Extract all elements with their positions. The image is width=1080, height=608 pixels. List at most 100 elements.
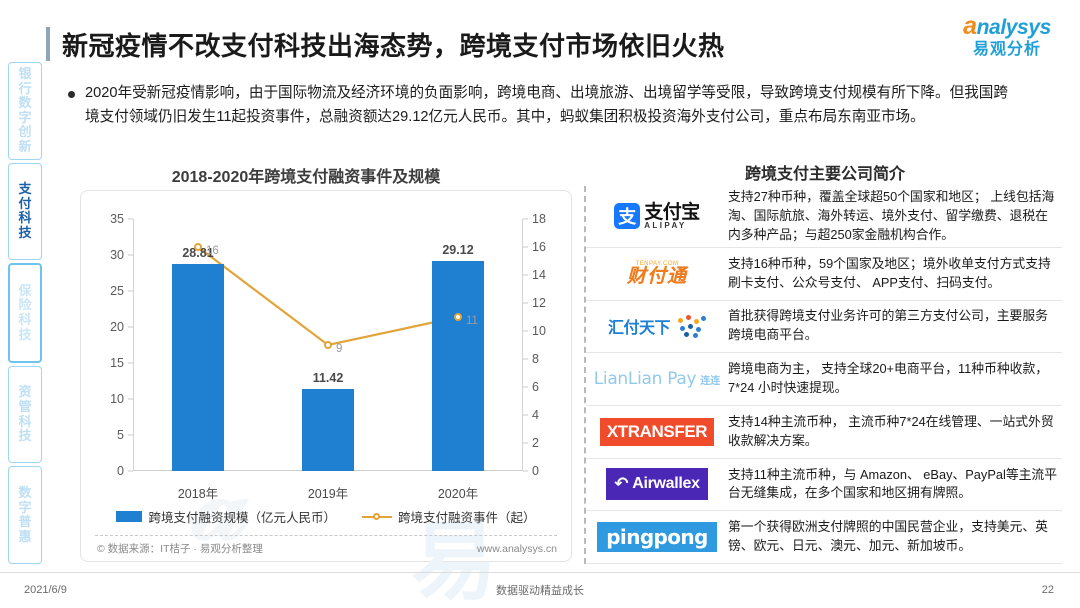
sidebar-item-char: 数	[18, 485, 32, 501]
chart-legend: 跨境支付融资规模（亿元人民币） 跨境支付融资事件（起）	[81, 507, 571, 526]
left-axis-line	[133, 219, 134, 471]
y2-axis-tick-mark	[523, 386, 528, 388]
sidebar-item-char: 保	[18, 282, 32, 298]
x-axis-tick-label: 2020年	[437, 487, 479, 501]
source-website: www.analysys.cn	[477, 542, 557, 555]
sidebar-item-char: 普	[18, 514, 32, 530]
y-axis-tick-mark	[128, 326, 133, 328]
table-title: 跨境支付主要公司简介	[744, 166, 905, 183]
y2-axis-tick-mark	[523, 302, 528, 304]
footer-divider	[0, 572, 1080, 573]
company-table: 支 支付宝 ALIPAY 支持27种币种，覆盖全球超50个国家和地区； 上线包括海…	[584, 186, 1062, 565]
sidebar-item-char: 支	[18, 181, 32, 197]
company-logo-cell: pingpong	[592, 513, 722, 561]
y2-axis-tick-label: 4	[532, 408, 539, 422]
sidebar-item-asset-management-tech[interactable]: 资管科技	[8, 365, 42, 464]
sidebar-item-payment-tech[interactable]: 支付科技	[8, 162, 42, 261]
legend-swatch-line	[362, 512, 392, 522]
source-divider	[95, 535, 557, 536]
y-axis-tick-mark	[128, 218, 133, 220]
sidebar-item-digital-inclusive-finance[interactable]: 数字普惠	[8, 466, 42, 564]
logo-wordmark: analysys	[948, 14, 1066, 39]
logo-chinese-name: 易观分析	[972, 41, 1041, 58]
y2-axis-tick-label: 18	[532, 212, 546, 226]
page-title: 新冠疫情不改支付科技出海态势，跨境支付市场依旧火热	[46, 22, 926, 66]
table-row: TENPAY.COM 财付通 支持16种币种，59个国家及地区；境外收单支付方式支…	[586, 248, 1062, 301]
sidebar-item-char: 付	[18, 195, 32, 211]
company-logo-cell: TENPAY.COM 财付通	[592, 250, 722, 298]
y2-axis-tick-mark	[523, 470, 528, 472]
y-axis-tick-mark	[128, 470, 133, 472]
y-axis-tick-mark	[128, 398, 133, 400]
sidebar-item-insurance-tech[interactable]: 保险科技	[8, 263, 42, 363]
legend-label-bar: 跨境支付融资规模（亿元人民币）	[148, 511, 336, 525]
y2-axis-tick-label: 14	[532, 268, 546, 282]
alipay-mark: 支	[614, 203, 641, 230]
airwallex-name-en: Airwallex	[632, 475, 700, 493]
source-text: © 数据来源：IT桔子 · 易观分析整理	[97, 543, 263, 555]
xtransfer-logo: XTRANSFER	[599, 417, 715, 446]
footer-slogan: 数据驱动精益成长	[496, 585, 584, 597]
sidebar-item-char: 行	[18, 80, 32, 96]
company-description: 支持27种币种，覆盖全球超50个国家和地区； 上线包括海淘、国际航旅、海外转运、…	[728, 189, 1055, 242]
chart-bar	[302, 388, 354, 471]
sidebar-item-char: 数	[18, 95, 32, 111]
bar-value-label: 11.42	[312, 370, 344, 385]
tenpay-logo: TENPAY.COM 财付通	[627, 261, 687, 286]
company-logo-cell: 汇付天下	[592, 303, 722, 351]
table-row: 支 支付宝 ALIPAY 支持27种币种，覆盖全球超50个国家和地区； 上线包括海…	[586, 186, 1062, 248]
chart-card: 𝒶 易观 0510152025303502468101214161828.812…	[80, 190, 572, 608]
table-row: LianLian Pay 连连 跨境电商为主， 支持全球20+电商平台，11种币种…	[586, 353, 1062, 406]
company-description: 第一个获得欧洲支付牌照的中国民营企业，支持美元、英镑、欧元、日元、澳元、加元、新…	[728, 519, 1048, 554]
line-data-marker	[324, 341, 332, 349]
airwallex-logo: ↶ Airwallex	[606, 468, 708, 501]
y2-axis-tick-mark	[523, 414, 528, 416]
y-axis-tick-label: 10	[110, 392, 124, 406]
bar-value-label: 29.12	[442, 243, 474, 258]
y2-axis-tick-label: 6	[532, 380, 539, 394]
sidebar-item-char: 字	[18, 499, 32, 515]
title-accent-bar	[46, 27, 50, 61]
sidebar-item-char: 银	[18, 66, 32, 82]
alipay-name-cn: 支付宝	[644, 201, 700, 223]
footer-date: 2021/6/9	[24, 584, 67, 596]
sidebar-item-char: 技	[18, 224, 32, 240]
company-description: 支持16种币种，59个国家及地区；境外收单支付方式支持刷卡支付、公众号支付、 A…	[728, 255, 1051, 290]
y-axis-tick-label: 0	[117, 464, 124, 478]
footer: 2021/6/9 数据驱动精益成长 22	[0, 576, 1080, 604]
logo-word-rest: nalysys	[976, 16, 1052, 39]
tenpay-url: TENPAY.COM	[635, 261, 679, 268]
chart-title: 2018-2020年跨境支付融资事件及规模	[171, 169, 441, 186]
sidebar-item-char: 字	[18, 109, 32, 125]
lianlianpay-logo: LianLian Pay 连连	[594, 369, 721, 389]
line-value-label: 16	[206, 245, 219, 257]
company-logo-cell: 支 支付宝 ALIPAY	[592, 188, 722, 245]
sidebar-item-char: 技	[18, 326, 32, 342]
huifu-logo: 汇付天下	[608, 314, 706, 339]
bullet-icon	[68, 91, 75, 98]
right-axis-line	[522, 219, 523, 471]
company-description: 支持14种主流币种， 主流币种7*24在线管理、一站式外贸收款解决方案。	[728, 413, 1054, 448]
table-row: 汇付天下 首批获得跨境支付业务许可的第三方支付公司，主要服务跨境电商平台。	[586, 301, 1062, 354]
y2-axis-tick-mark	[523, 274, 528, 276]
y2-axis-tick-label: 12	[532, 296, 546, 310]
alipay-logo: 支 支付宝 ALIPAY	[614, 203, 700, 230]
y-axis-tick-label: 35	[110, 212, 124, 226]
y-axis-tick-mark	[128, 290, 133, 292]
company-description: 跨境电商为主， 支持全球20+电商平台，11种币种收款，7*24 小时快速提现。	[728, 361, 1049, 396]
y2-axis-tick-mark	[523, 218, 528, 220]
paragraph-text: 2020年受新冠疫情影响，由于国际物流及经济环境的负面影响，跨境电商、出境旅游、…	[85, 85, 1008, 125]
sidebar-item-char: 创	[18, 124, 32, 140]
sidebar-item-bank-digital-innovation[interactable]: 银行数字创新	[8, 62, 42, 160]
y-axis-tick-label: 20	[110, 320, 124, 334]
line-value-label: 9	[336, 343, 343, 355]
y-axis-tick-mark	[128, 362, 133, 364]
legend-item-bar: 跨境支付融资规模（亿元人民币）	[116, 507, 336, 526]
footer-page-number: 22	[1041, 584, 1054, 596]
table-row: XTRANSFER 支持14种主流币种， 主流币种7*24在线管理、一站式外贸收款…	[586, 406, 1062, 459]
sidebar-item-char: 险	[18, 297, 32, 313]
pingpong-logo: pingpong	[597, 522, 717, 553]
sidebar-item-char: 新	[18, 138, 32, 154]
airwallex-mark: ↶	[614, 474, 629, 494]
